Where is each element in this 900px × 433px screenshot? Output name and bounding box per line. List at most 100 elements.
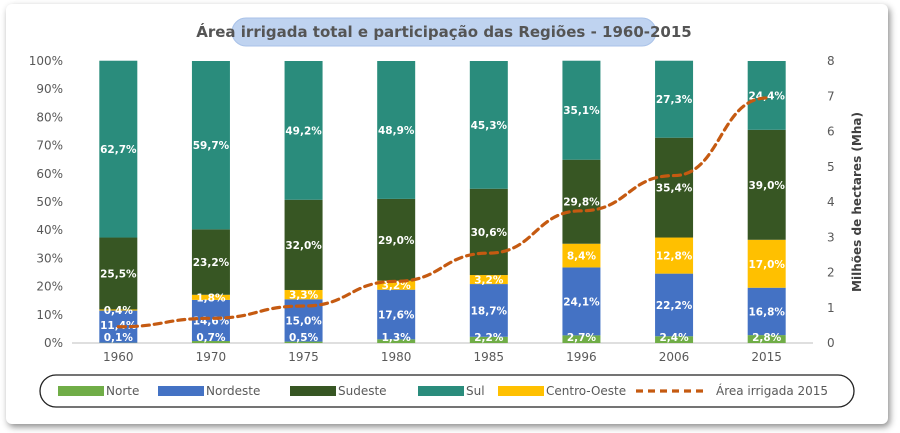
x-tick-label: 1985 [474, 350, 505, 364]
bar-data-label: 17,0% [748, 259, 785, 271]
bar-segment [655, 336, 694, 343]
bar-data-label: 30,6% [471, 227, 508, 239]
legend-swatch [58, 386, 104, 396]
bar-data-label: 8,4% [567, 251, 597, 263]
bar-data-label: 0,5% [289, 332, 319, 344]
legend-label: Sudeste [338, 384, 387, 398]
y-right-tick-label: 3 [827, 230, 835, 244]
x-tick-label: 1980 [381, 350, 412, 364]
bar-data-label: 59,7% [193, 140, 230, 152]
y-left-tick-label: 20% [36, 280, 63, 294]
y-left-tick-label: 0% [44, 336, 63, 350]
bar-segment [562, 60, 601, 160]
bar-segment [284, 289, 323, 300]
y-left-tick-label: 70% [36, 139, 63, 153]
legend-swatch [290, 386, 336, 396]
bar-data-label: 17,6% [378, 310, 415, 322]
y-left-tick-label: 10% [36, 308, 63, 322]
x-tick-label: 1975 [288, 350, 319, 364]
y-right-tick-label: 4 [827, 195, 835, 209]
bar-segment [747, 239, 786, 288]
bar-segment [99, 309, 138, 311]
y-left-tick-label: 90% [36, 82, 63, 96]
x-tick-label: 2015 [751, 350, 782, 364]
bar-segment [191, 341, 230, 343]
y-right-tick-label: 6 [827, 125, 835, 139]
bar-data-label: 0,7% [196, 332, 226, 344]
legend-swatch [418, 386, 464, 396]
title-pill [231, 17, 657, 47]
legend-label: Centro-Oeste [546, 384, 626, 398]
bar-segment [562, 159, 601, 244]
bar-data-label: 2,7% [567, 332, 597, 344]
y-right-tick-label: 2 [827, 266, 835, 280]
bar-segment [562, 243, 601, 268]
legend: Norte Nordeste Sudeste Sul Centro-Oeste Área … [58, 383, 828, 398]
bar-data-label: 49,2% [285, 125, 322, 137]
y-right-tick-label: 1 [827, 301, 835, 315]
bar-data-label: 2,2% [474, 332, 504, 344]
bar-segment [655, 137, 694, 238]
y-left-tick-label: 30% [36, 251, 63, 265]
bar-data-label: 12,8% [656, 251, 693, 263]
bar-data-label: 0,4% [104, 305, 134, 317]
x-tick-label: 2006 [659, 350, 690, 364]
bar-data-label: 18,7% [471, 305, 508, 317]
bar-segment [655, 273, 694, 337]
bar-segment [191, 61, 230, 230]
bar-segment [99, 60, 138, 238]
bar-segment [377, 198, 416, 281]
bar-data-label: 22,2% [656, 300, 693, 312]
y-right-tick-label: 5 [827, 160, 835, 174]
legend-label: Sul [466, 384, 485, 398]
bar-segment [562, 267, 601, 336]
bar-segment [284, 199, 323, 290]
x-tick-label: 1960 [103, 350, 134, 364]
bar-data-label: 3,2% [474, 275, 504, 287]
bar-segment [655, 237, 694, 274]
legend-label: Norte [106, 384, 139, 398]
bar-segment [747, 129, 786, 240]
bar-data-label: 48,9% [378, 125, 415, 137]
bar-segment [284, 341, 323, 343]
bar-data-label: 35,1% [563, 105, 600, 117]
bar-segment [377, 61, 416, 199]
bar-segment [469, 61, 508, 189]
bar-segment [191, 294, 230, 300]
bar-data-label: 25,5% [100, 268, 137, 280]
bar-segment [655, 60, 694, 138]
chart-title: Área irrigada total e participação das R… [196, 22, 691, 41]
y-left-tick-label: 60% [36, 167, 63, 181]
bar-segment [284, 61, 323, 200]
bar-data-label: 15,0% [285, 315, 322, 327]
bar-data-label: 16,8% [748, 306, 785, 318]
bar-data-label: 2,4% [660, 332, 690, 344]
bar-segment [562, 335, 601, 343]
bar-data-label: 24,4% [748, 90, 785, 102]
bar-data-label: 1,3% [382, 332, 412, 344]
bar-data-label: 29,0% [378, 235, 415, 247]
y-right-axis-title: Milhões de hectares (Mha) [850, 112, 864, 292]
bar-segment [469, 284, 508, 337]
y-left-tick-label: 80% [36, 110, 63, 124]
bar-data-label: 62,7% [100, 144, 137, 156]
y-left-tick-label: 40% [36, 223, 63, 237]
bar-data-label: 27,3% [656, 94, 693, 106]
bar-segment [99, 237, 138, 310]
bar-data-label: 39,0% [748, 180, 785, 192]
y-right-tick-label: 0 [827, 336, 835, 350]
legend-swatch [498, 386, 544, 396]
bar-segment [469, 188, 508, 276]
bar-data-label: 29,8% [563, 197, 600, 209]
bar-data-label: 23,2% [193, 257, 230, 269]
bar-data-label: 3,3% [289, 290, 319, 302]
bar-data-label: 35,4% [656, 183, 693, 195]
y-left-tick-label: 100% [29, 54, 63, 68]
x-tick-label: 1996 [566, 350, 597, 364]
bar-segment [747, 61, 786, 130]
bar-data-label: 32,0% [285, 240, 322, 252]
y-left-tick-label: 50% [36, 195, 63, 209]
legend-label: Área irrigada 2015 [716, 383, 828, 398]
bar-segment [469, 275, 508, 285]
